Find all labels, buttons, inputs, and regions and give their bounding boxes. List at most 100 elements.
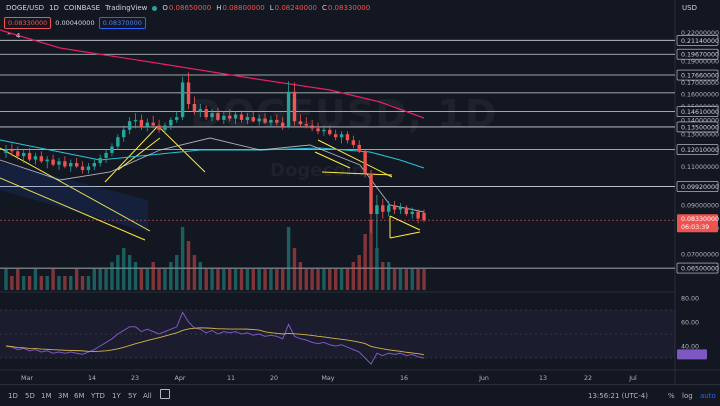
candle-body — [410, 211, 414, 215]
candle — [10, 143, 14, 157]
ohlc-values: O0.08650000 H0.08800000 L0.08240000 C0.0833… — [162, 4, 375, 12]
auto-toggle[interactable]: auto — [700, 392, 716, 400]
volume-bar — [416, 269, 420, 290]
timeframe-1m-button[interactable]: 1M — [41, 392, 52, 400]
timeframe-5y-button[interactable]: 5Y — [128, 392, 137, 400]
candle — [133, 113, 138, 129]
timeframe-1y-button[interactable]: 1Y — [112, 392, 121, 400]
sell-price-button[interactable]: 0.08330000 — [4, 17, 52, 29]
volume-bar — [381, 262, 385, 290]
volume-bar — [357, 255, 361, 290]
level-label: 0.12010000 — [681, 147, 719, 154]
timeframe-1d-button[interactable]: 1D — [8, 392, 18, 400]
candle — [357, 140, 361, 153]
candle — [328, 125, 332, 136]
indicators-toggle[interactable]: ⌃ 4 — [6, 32, 20, 40]
timeframe-all-button[interactable]: All — [143, 392, 152, 400]
symbol-label[interactable]: DOGE/USD — [6, 4, 45, 12]
trendline — [0, 147, 151, 232]
time-axis-label: 13 — [539, 375, 547, 382]
volume-bar — [304, 269, 308, 290]
candle-body — [69, 163, 73, 167]
candle-countdown: 06:03:39 — [681, 224, 709, 231]
price-axis-label: 0.13000000 — [681, 132, 719, 139]
level-label: 0.19670000 — [681, 52, 719, 59]
volume-bar — [122, 248, 126, 290]
calendar-icon[interactable] — [160, 389, 170, 399]
ma-fast-line — [0, 137, 425, 213]
time-axis-label: 23 — [131, 375, 139, 382]
candle-body — [175, 117, 179, 120]
percent-toggle[interactable]: % — [668, 392, 675, 400]
candle — [151, 115, 155, 129]
volume-bar — [180, 227, 185, 290]
price-axis-label: 0.19000000 — [681, 58, 719, 65]
timeframe-5d-button[interactable]: 5D — [25, 392, 35, 400]
trendline — [317, 139, 393, 178]
candle — [228, 109, 232, 122]
timeframe-ytd-button[interactable]: YTD — [91, 392, 105, 400]
volume-bar — [198, 262, 202, 290]
volume-bar — [192, 255, 197, 290]
candle — [322, 125, 326, 136]
candle-body — [4, 149, 8, 153]
volume-bar — [398, 269, 403, 290]
interval-label[interactable]: 1D — [49, 4, 59, 12]
volume-bar — [10, 276, 14, 290]
volume-bar — [269, 269, 273, 290]
rsi-axis-label: 60.00 — [681, 320, 699, 327]
chevron-up-icon[interactable]: ⌃ — [6, 32, 12, 40]
volume-bar — [104, 269, 108, 290]
candle-body — [216, 113, 220, 120]
volume-bar — [333, 269, 338, 290]
level-label-box — [676, 34, 719, 46]
currency-label[interactable]: USD — [682, 4, 697, 12]
candle-body — [204, 109, 208, 118]
candle-body — [310, 125, 314, 129]
candle — [139, 114, 144, 130]
price-axis-label: 0.09000000 — [681, 203, 719, 210]
candle — [304, 117, 308, 129]
volume-bar — [80, 276, 85, 290]
volume-bar — [204, 269, 208, 290]
candle-body — [27, 152, 32, 160]
candle — [80, 161, 85, 174]
candle-body — [281, 122, 285, 127]
symbol-watermark: DOGEUSD, 1D — [190, 92, 498, 136]
candle — [398, 203, 403, 215]
candle-body — [316, 128, 320, 132]
timeframe-3m-button[interactable]: 3M — [58, 392, 69, 400]
candle — [33, 152, 38, 165]
buy-price-button[interactable]: 0.08370000 — [98, 17, 146, 29]
name-watermark: Dogecoin — [270, 160, 365, 181]
volume-bar — [363, 234, 367, 290]
candle-body — [116, 137, 120, 147]
trendline — [314, 151, 351, 169]
timeframe-6m-button[interactable]: 6M — [74, 392, 85, 400]
trendline — [157, 125, 206, 173]
log-toggle[interactable]: log — [682, 392, 693, 400]
level-label-box — [676, 181, 719, 192]
candle — [257, 114, 261, 126]
volume-bar — [375, 248, 379, 290]
volume-bar — [175, 255, 179, 290]
volume-bar — [27, 276, 32, 290]
volume-bar — [222, 269, 226, 290]
volume-bar — [292, 248, 297, 290]
ma200-line — [0, 29, 425, 119]
candle-body — [122, 129, 126, 138]
trendline — [389, 215, 421, 231]
volume-bar — [145, 269, 149, 290]
candle-body — [422, 212, 426, 221]
candle-body — [269, 119, 273, 123]
volume-bar — [16, 269, 20, 290]
candle — [175, 111, 179, 123]
price-axis-label: 0.07000000 — [681, 251, 719, 258]
ohlc-key: H — [216, 4, 222, 12]
volume-bar — [127, 255, 132, 290]
volume-bar — [410, 269, 414, 290]
chart-header: DOGE/USD 1D COINBASE TradingView O0.0865… — [6, 4, 375, 12]
candle-body — [404, 207, 409, 215]
candle — [16, 146, 20, 160]
